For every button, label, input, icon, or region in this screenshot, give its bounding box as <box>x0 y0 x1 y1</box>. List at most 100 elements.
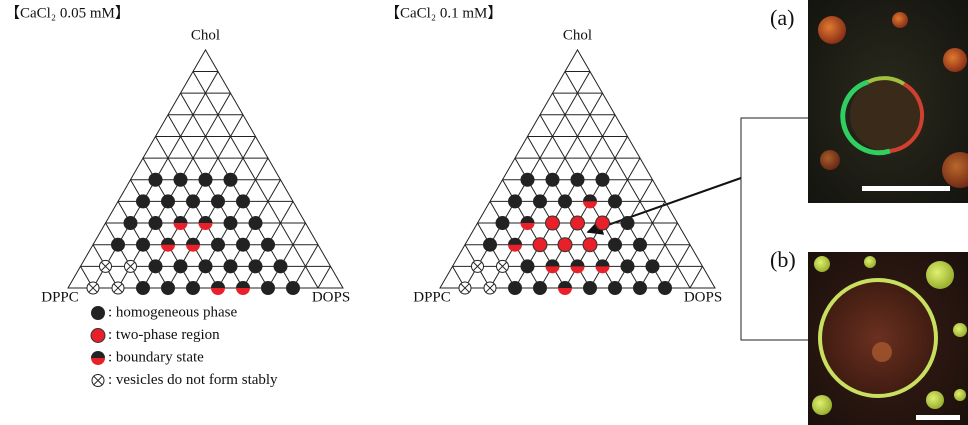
phase-point <box>91 306 105 320</box>
phase-point <box>211 238 225 252</box>
dot <box>483 238 497 252</box>
phase-point <box>261 281 275 295</box>
dot-top <box>571 259 585 266</box>
phase-point <box>261 238 275 252</box>
vertex-label: DOPS <box>684 289 722 305</box>
dot <box>596 173 610 187</box>
dot <box>224 259 238 273</box>
phase-point <box>583 238 597 252</box>
dot-top <box>596 259 610 266</box>
dot <box>224 216 238 230</box>
phase-point <box>136 194 150 208</box>
dot <box>174 173 188 187</box>
dot <box>186 281 200 295</box>
phase-point <box>161 281 175 295</box>
phase-point <box>274 259 288 273</box>
phase-point <box>583 194 597 208</box>
phase-point <box>236 194 250 208</box>
phase-point <box>583 281 597 295</box>
dot <box>211 238 225 252</box>
phase-point <box>286 281 300 295</box>
phase-point <box>571 259 585 273</box>
phase-point <box>174 259 188 273</box>
dot-top <box>508 238 522 245</box>
dot <box>149 173 163 187</box>
triangle <box>68 50 343 288</box>
dot-bottom <box>161 245 175 252</box>
image-label: (a) <box>770 5 794 30</box>
phase-point <box>174 173 188 187</box>
phase-point <box>508 281 522 295</box>
phase-point <box>596 173 610 187</box>
phase-point <box>224 173 238 187</box>
dot <box>508 194 522 208</box>
grid-line <box>268 223 306 288</box>
phase-point <box>658 281 672 295</box>
phase-point <box>633 281 647 295</box>
phase-point <box>521 259 535 273</box>
dot-bottom <box>583 201 597 208</box>
dot-bottom <box>571 266 585 273</box>
dot <box>199 259 213 273</box>
dot <box>136 194 150 208</box>
dot <box>583 281 597 295</box>
phase-point <box>174 216 188 230</box>
phase-point <box>149 216 163 230</box>
phase-point <box>459 282 471 294</box>
dot-bottom <box>521 223 535 230</box>
phase-point <box>484 282 496 294</box>
phase-point <box>533 281 547 295</box>
phase-point <box>521 216 535 230</box>
dot <box>533 281 547 295</box>
dot <box>199 173 213 187</box>
phase-point <box>621 259 635 273</box>
phase-point <box>224 259 238 273</box>
vertex-label: Chol <box>563 27 592 43</box>
dot <box>149 216 163 230</box>
phase-point <box>497 260 509 272</box>
grid-line <box>478 223 516 288</box>
dot <box>521 259 535 273</box>
dot-bottom <box>91 358 105 365</box>
dot <box>608 281 622 295</box>
dot-top <box>211 281 225 288</box>
phase-point <box>91 329 105 343</box>
phase-point <box>186 281 200 295</box>
phase-point <box>608 281 622 295</box>
phase-point <box>125 260 137 272</box>
phase-point <box>558 238 572 252</box>
phase-point <box>249 259 263 273</box>
dot <box>136 281 150 295</box>
dot <box>558 238 572 252</box>
ternary-diagram <box>440 50 715 288</box>
grid-line <box>106 223 144 288</box>
dot <box>533 238 547 252</box>
phase-point <box>608 194 622 208</box>
dot-bottom <box>546 266 560 273</box>
dot <box>91 306 105 320</box>
dot <box>621 216 635 230</box>
phase-point <box>236 281 250 295</box>
dot <box>261 238 275 252</box>
dot <box>571 216 585 230</box>
dot-top <box>583 194 597 201</box>
grid-line <box>553 93 666 288</box>
dot-bottom <box>211 288 225 295</box>
phase-point <box>161 194 175 208</box>
dot <box>633 238 647 252</box>
phase-point <box>508 238 522 252</box>
dot <box>608 194 622 208</box>
grid-line <box>490 93 603 288</box>
triangle <box>440 50 715 288</box>
dot <box>91 329 105 343</box>
dot-top <box>174 216 188 223</box>
dot <box>236 194 250 208</box>
phase-point <box>633 238 647 252</box>
dot <box>621 259 635 273</box>
dot <box>558 194 572 208</box>
phase-point <box>249 216 263 230</box>
micrograph-a <box>808 0 968 203</box>
dot <box>546 173 560 187</box>
dot <box>111 238 125 252</box>
dot-top <box>199 216 213 223</box>
